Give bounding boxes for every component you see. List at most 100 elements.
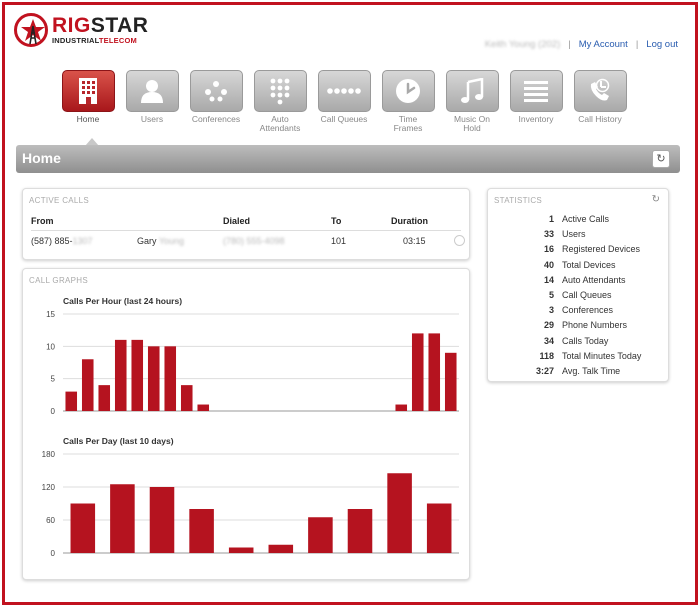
stat-label: Avg. Talk Time [562,366,621,376]
bar [387,473,412,553]
nav-label: Conferences [191,114,241,124]
chart-title: Calls Per Hour (last 24 hours) [63,296,182,306]
bar [65,391,78,411]
bar [197,404,210,411]
nav-time-frames[interactable]: Time Frames [376,70,440,134]
stat-value: 29 [543,320,554,331]
nav-music-on-hold[interactable]: Music On Hold [440,70,504,134]
y-tick-label: 5 [51,375,56,384]
y-tick-label: 120 [42,483,56,492]
stat-value: 5 [548,290,554,300]
column-to: To [331,216,342,226]
bar [114,339,127,411]
nav-label: Home [76,114,100,124]
bar [70,503,96,553]
stat-value: 40 [543,259,554,270]
nav-label: Music On Hold [454,114,490,134]
bar [395,404,408,411]
bar [411,333,424,411]
hangup-icon[interactable] [454,235,465,246]
bar [147,346,160,411]
nav-label: Call History [578,114,622,124]
stat-label: Users [562,229,586,240]
queue-icon [317,70,371,112]
bar [98,385,111,411]
nav-call-queues[interactable]: Call Queues [312,70,376,134]
stat-label: Total Devices [562,259,616,270]
user-icon [125,70,179,112]
calls-per-hour-chart: Calls Per Hour (last 24 hours) 0 5 10 15 [46,296,459,416]
active-calls-panel: ACTIVE CALLS From Dialed To Duration (58… [22,188,470,260]
call-graphs-panel: CALL GRAPHS Calls Per Hour (last 24 hour… [22,268,470,580]
nav-label: Users [140,114,164,124]
stat-value: 16 [543,244,554,255]
rigstar-logo[interactable]: RIGSTAR INDUSTRIALTELECOM [14,13,148,47]
nav-users[interactable]: Users [120,70,184,134]
nav-conferences[interactable]: Conferences [184,70,248,134]
stat-row: 29 Phone Numbers [488,320,668,335]
page-title-bar: Home ↻ [16,145,680,173]
bar [164,346,177,411]
stat-row: 34 Calls Today [488,336,668,351]
bar [428,333,441,411]
phone-history-icon [573,70,627,112]
stat-row: 16 Registered Devices [488,244,668,259]
refresh-icon[interactable]: ↻ [651,194,660,205]
stat-row: 5 Call Queues [488,290,668,305]
bar [268,544,294,553]
statistics-panel: STATISTICS ↻ 1 Active Calls 33 Users 16 Regis… [487,188,669,382]
y-tick-label: 0 [51,407,56,416]
refresh-button[interactable]: ↻ [652,150,670,168]
bar [131,339,144,411]
stat-label: Calls Today [562,335,609,346]
user-name: Keith Young (202) [484,39,561,50]
user-bar: Keith Young (202) | My Account | Log out [485,39,678,50]
to-extension: 101 [331,236,347,246]
nav-inventory[interactable]: Inventory [504,70,568,134]
column-duration: Duration [391,216,428,226]
clock-icon [381,70,435,112]
stat-row: 14 Auto Attendants [488,275,668,290]
page-title: Home [22,150,61,166]
stat-label: Call Queues [562,290,612,300]
stat-value: 34 [543,335,554,346]
stat-value: 33 [543,229,554,240]
panel-title: CALL GRAPHS [29,276,89,285]
bar [308,517,333,553]
bar [347,509,373,553]
logout-link[interactable]: Log out [646,39,678,50]
stat-row: 3:27 Avg. Talk Time [488,366,668,381]
bar [180,385,193,411]
music-icon [445,70,499,112]
bar [426,503,452,553]
nav-auto-attendants[interactable]: Auto Attendants [248,70,312,134]
bar [189,509,214,553]
y-tick-label: 15 [46,310,55,319]
bar [444,352,457,411]
caller-number: (587) 885-1307 [31,236,93,246]
main-nav: Home Users Conferences Auto Attendants C… [56,70,632,134]
building-icon [61,70,115,112]
nav-home[interactable]: Home [56,70,120,134]
stat-row: 1 Active Calls [488,214,668,229]
y-tick-label: 180 [42,450,56,459]
my-account-link[interactable]: My Account [578,39,628,50]
stat-row: 3 Conferences [488,305,668,320]
brand-name: RIGSTAR [52,14,149,38]
nav-label: Call Queues [320,114,368,124]
stat-label: Conferences [562,305,614,316]
stat-value: 3 [548,305,554,316]
stat-label: Registered Devices [562,244,641,255]
bar [81,359,94,411]
refresh-icon: ↻ [656,153,666,165]
column-dialed: Dialed [223,216,251,226]
stat-label: Active Calls [562,214,610,224]
stat-label: Total Minutes Today [562,350,642,361]
separator: | [568,39,571,50]
stat-row: 118 Total Minutes Today [488,351,668,366]
nav-label: Time Frames [393,114,423,134]
separator: | [635,39,639,50]
keypad-icon [253,70,307,112]
nav-call-history[interactable]: Call History [568,70,632,134]
